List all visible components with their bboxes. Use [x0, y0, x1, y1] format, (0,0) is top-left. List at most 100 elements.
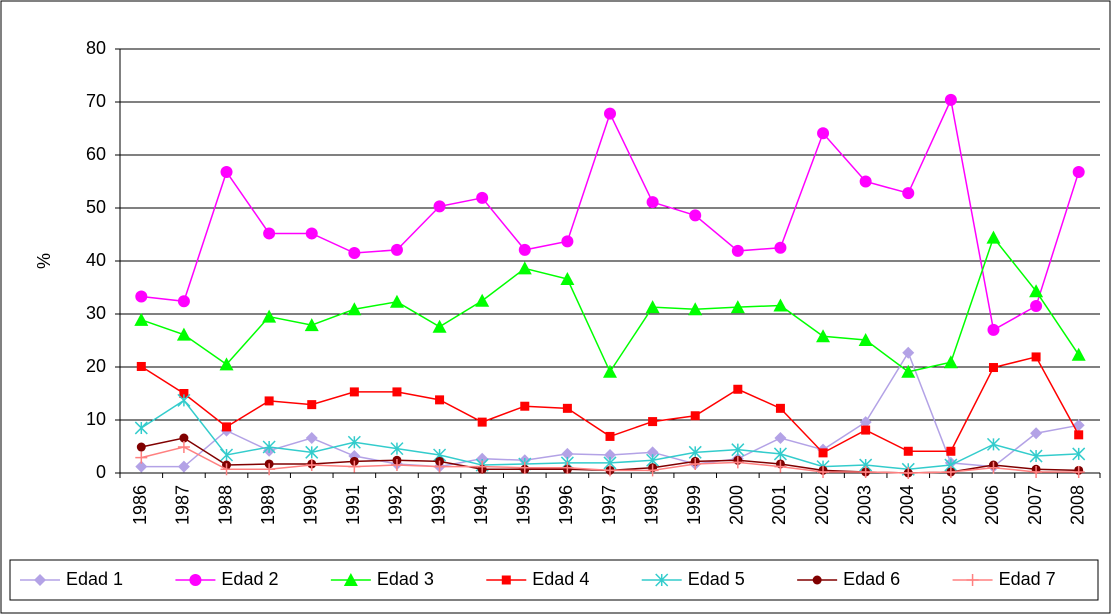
marker [222, 422, 232, 432]
marker [944, 93, 957, 106]
x-tick-label: 1996 [556, 485, 576, 525]
marker [392, 387, 402, 397]
marker [179, 433, 189, 443]
marker [986, 437, 1001, 451]
y-tick-label: 10 [86, 409, 106, 429]
marker [731, 443, 745, 457]
legend-label: Edad 7 [999, 569, 1056, 589]
x-tick-label: 2001 [769, 485, 789, 525]
x-tick-label: 2008 [1067, 485, 1087, 525]
x-tick-label: 1998 [641, 485, 661, 525]
marker [688, 445, 702, 459]
marker [1029, 284, 1044, 298]
marker [520, 401, 530, 411]
marker [176, 327, 191, 341]
marker [477, 417, 487, 427]
marker [135, 290, 148, 303]
marker [177, 295, 190, 308]
x-tick-label: 2000 [727, 485, 747, 525]
marker [688, 302, 703, 316]
marker [518, 243, 531, 256]
marker [433, 200, 446, 213]
y-tick-label: 30 [86, 303, 106, 323]
marker [561, 235, 574, 248]
marker [264, 396, 274, 406]
marker [135, 460, 148, 473]
x-tick-label: 1991 [343, 485, 363, 525]
marker [476, 460, 489, 473]
marker [220, 165, 233, 178]
marker [305, 227, 318, 240]
marker [773, 298, 788, 312]
x-tick-label: 1988 [215, 485, 235, 525]
marker [179, 389, 189, 398]
marker [1030, 300, 1043, 313]
marker [305, 459, 318, 472]
marker [774, 460, 787, 473]
x-tick-label: 2005 [940, 485, 960, 525]
x-tick-label: 1989 [258, 485, 278, 525]
legend-label: Edad 4 [532, 569, 589, 589]
marker [859, 416, 872, 429]
marker [349, 387, 359, 397]
marker [390, 243, 403, 256]
marker [903, 446, 913, 456]
marker [604, 107, 616, 120]
marker [517, 261, 532, 275]
marker [774, 241, 787, 254]
marker [646, 196, 659, 209]
marker [343, 573, 358, 586]
marker [390, 442, 404, 456]
legend-label: Edad 3 [377, 569, 434, 589]
marker [177, 441, 190, 454]
marker [219, 357, 234, 371]
marker [1031, 352, 1041, 362]
marker [263, 463, 276, 476]
marker [859, 175, 872, 188]
legend-label: Edad 5 [688, 569, 745, 589]
marker [304, 318, 319, 332]
marker [812, 575, 822, 585]
y-tick-label: 60 [86, 144, 106, 164]
x-tick-label: 2006 [982, 485, 1002, 525]
x-tick-label: 1992 [386, 485, 406, 525]
marker [518, 461, 531, 474]
marker [946, 446, 956, 456]
marker [1072, 465, 1085, 478]
marker [689, 209, 702, 222]
x-tick-label: 2002 [812, 485, 832, 525]
marker [561, 447, 574, 460]
marker [774, 432, 787, 445]
x-tick-label: 1987 [173, 485, 193, 525]
x-tick-label: 1990 [300, 485, 320, 525]
marker [262, 309, 277, 323]
marker [902, 187, 915, 200]
marker [134, 312, 149, 326]
marker [988, 363, 998, 373]
marker [775, 403, 785, 413]
marker [435, 395, 445, 405]
marker [604, 448, 616, 461]
marker [816, 329, 831, 343]
marker [305, 445, 319, 459]
marker [475, 293, 490, 307]
marker [943, 355, 958, 369]
x-tick-label: 1994 [471, 485, 491, 525]
marker [1030, 427, 1043, 440]
x-tick-label: 1993 [428, 485, 448, 525]
marker [561, 461, 574, 474]
marker [646, 446, 659, 459]
marker [433, 460, 446, 473]
marker [645, 300, 660, 314]
marker [347, 302, 362, 316]
marker [307, 400, 317, 410]
marker [305, 432, 318, 445]
marker [560, 272, 575, 286]
y-tick-label: 40 [86, 250, 106, 270]
marker [1071, 347, 1086, 361]
marker [646, 464, 659, 477]
marker [858, 332, 873, 346]
marker [817, 127, 830, 140]
marker [390, 459, 403, 472]
marker [689, 457, 702, 470]
